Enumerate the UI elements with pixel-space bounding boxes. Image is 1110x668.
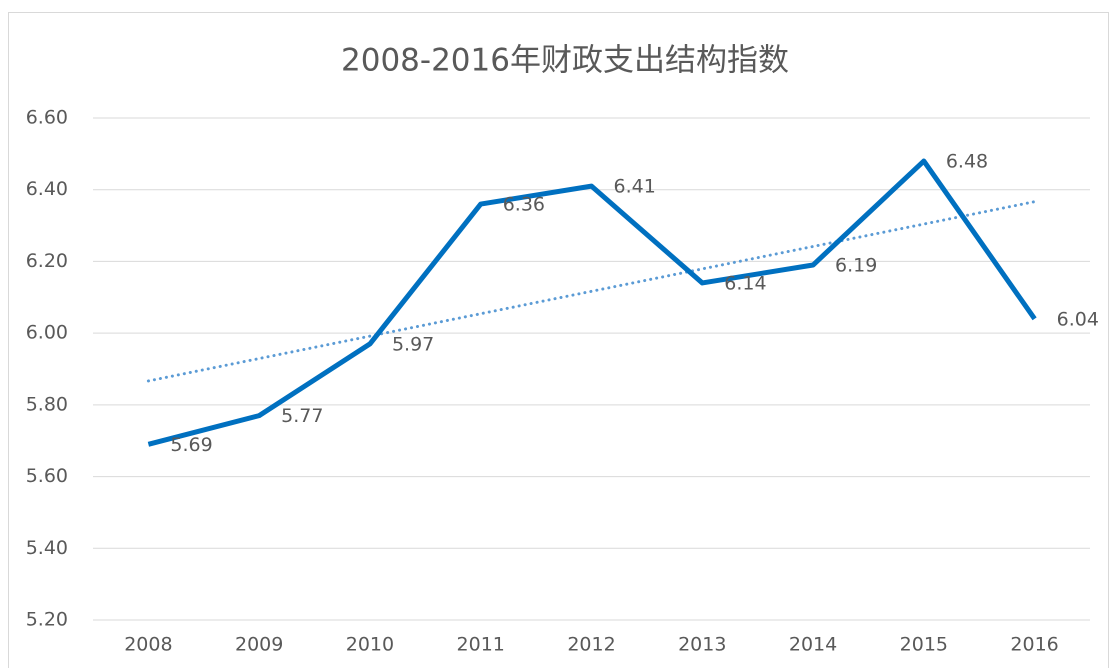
x-tick-label: 2010 <box>346 634 394 656</box>
y-tick-label: 6.40 <box>26 178 68 200</box>
data-label: 6.14 <box>724 272 766 294</box>
x-tick-label: 2016 <box>1010 634 1058 656</box>
y-tick-label: 5.40 <box>26 537 68 559</box>
y-tick-label: 6.60 <box>26 107 68 129</box>
data-label: 5.69 <box>170 434 212 456</box>
data-label: 6.36 <box>503 194 545 216</box>
y-tick-label: 6.20 <box>26 250 68 272</box>
x-tick-label: 2014 <box>789 634 837 656</box>
series-line <box>147 158 1037 447</box>
x-tick-label: 2015 <box>900 634 948 656</box>
x-tick-label: 2009 <box>235 634 283 656</box>
chart-title: 2008-2016年财政支出结构指数 <box>341 43 789 79</box>
y-tick-label: 5.60 <box>26 465 68 487</box>
trendline <box>146 200 1037 383</box>
chart-border <box>8 12 1109 668</box>
data-label: 6.04 <box>1057 308 1099 330</box>
y-tick-label: 6.00 <box>26 322 68 344</box>
data-label: 6.48 <box>946 151 988 173</box>
x-tick-label: 2012 <box>567 634 615 656</box>
data-label: 5.97 <box>392 333 434 355</box>
x-tick-label: 2008 <box>124 634 172 656</box>
data-label: 5.77 <box>281 405 323 427</box>
x-tick-label: 2011 <box>457 634 505 656</box>
data-label: 6.19 <box>835 255 877 277</box>
data-label: 6.41 <box>614 176 656 198</box>
y-tick-label: 5.20 <box>26 609 68 631</box>
y-tick-label: 5.80 <box>26 393 68 415</box>
x-tick-label: 2013 <box>678 634 726 656</box>
